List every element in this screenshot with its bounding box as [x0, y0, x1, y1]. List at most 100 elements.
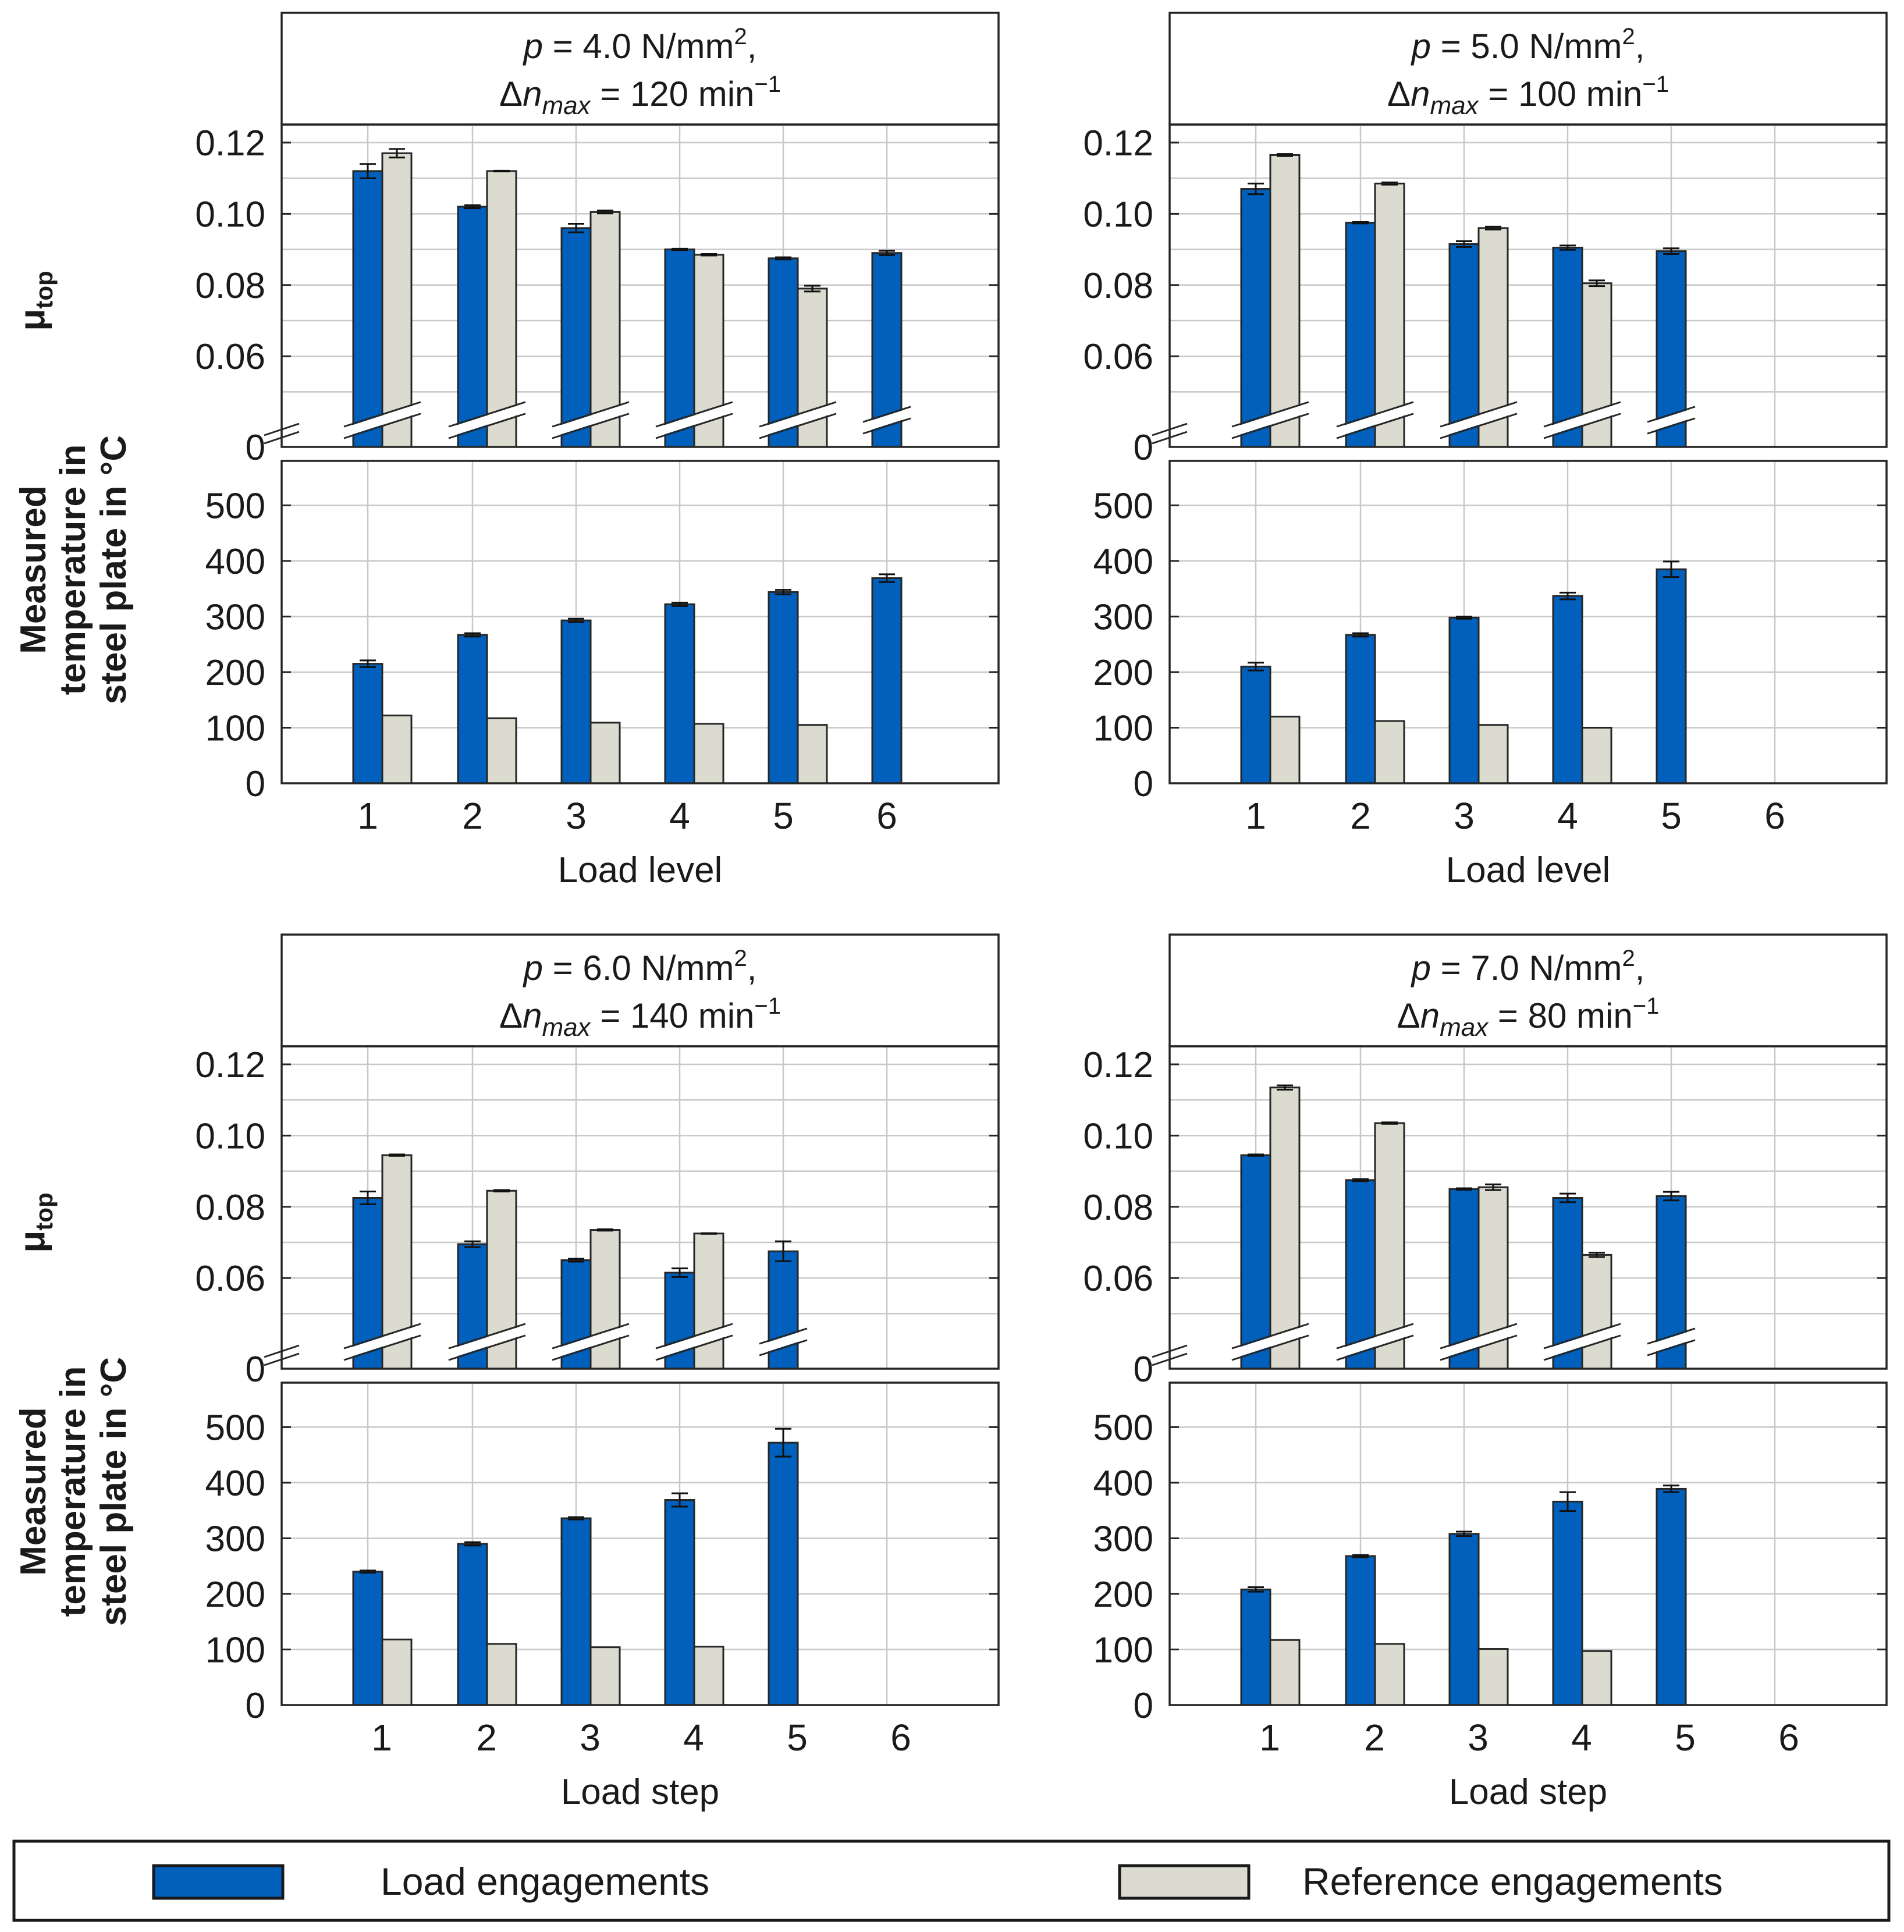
mu-bar-reference [1581, 1253, 1612, 1370]
title-p-value: = 5.0 N/mm [1431, 27, 1622, 66]
title-dn-exponent: −1 [1633, 993, 1660, 1019]
mu-tick-label: 0.10 [195, 1116, 265, 1156]
x-tick-label: 2 [462, 795, 483, 837]
mu-plot: 0 0.06 0.08 0.10 0.12 [1083, 1045, 1888, 1390]
title-p-value: = 6.0 N/mm [543, 949, 734, 988]
axis-break-line [655, 1323, 733, 1349]
title-dn-symbol: n [1411, 74, 1430, 113]
title-p-exponent: 2 [1622, 24, 1635, 49]
axis-break-line [759, 401, 837, 428]
axis-break-gap [1440, 1324, 1517, 1359]
mu-plot: 0 0.06 0.08 0.10 0.12 [195, 1045, 1000, 1390]
y-axis-label-temperature: temperature in [53, 445, 93, 695]
title-p-comma: , [1635, 27, 1645, 66]
temp-bar-load [1552, 1500, 1583, 1706]
panel-title-pressure: p = 7.0 N/mm2, [1411, 946, 1645, 988]
title-dn-exponent: −1 [754, 72, 781, 97]
y-axis-label-temperature: temperature in [53, 1366, 93, 1617]
title-p-comma: , [747, 949, 757, 988]
chart-panels: p = 4.0 N/mm2,Δnmax = 120 min−100.060.08… [12, 12, 1888, 1812]
legend-swatch-reference [1118, 1864, 1251, 1900]
x-tick-label: 2 [1364, 1717, 1385, 1759]
axis-break-gap [552, 403, 629, 438]
temp-tick-label: 200 [205, 1575, 265, 1615]
y-label-mu-symbol: μ [12, 1231, 52, 1253]
mu-tick-label: 0.08 [1083, 1188, 1153, 1228]
temp-bar-reference [797, 724, 828, 784]
axis-break-line [655, 1334, 733, 1361]
y-axis-label-mu: μtop [12, 271, 58, 331]
mu-tick-label: 0.08 [195, 1188, 265, 1228]
y-label-mu-symbol: μ [12, 309, 52, 331]
axis-break-line [448, 401, 526, 428]
x-tick-label: 5 [1661, 795, 1682, 837]
mu-tick-label: 0.06 [1083, 337, 1153, 377]
axis-break-line [1336, 401, 1414, 428]
mu-tick-label: 0.06 [1083, 1259, 1153, 1299]
temp-bar-load [768, 591, 799, 784]
title-dn-delta: Δ [1397, 996, 1420, 1035]
axis-break-line [552, 401, 630, 428]
x-tick-label: 6 [1764, 795, 1785, 837]
mu-tick-label: 0 [1134, 428, 1153, 468]
mu-plot-frame [280, 1045, 1000, 1370]
temp-tick-label: 100 [205, 708, 265, 748]
axis-break-line [1231, 413, 1309, 439]
axis-break-line [448, 1334, 526, 1361]
temp-plot-frame [280, 460, 1000, 784]
axis-break-line [552, 1334, 630, 1361]
temp-bar-reference [1581, 726, 1612, 784]
y-axis-label-temperature: steel plate in °C [94, 435, 134, 704]
title-dn-symbol: n [523, 996, 542, 1035]
temp-tick-label: 100 [1093, 708, 1153, 748]
y-axis-label-mu: μtop [12, 1192, 58, 1252]
x-tick-label: 3 [580, 1717, 601, 1759]
axis-break-gap [759, 403, 836, 438]
panel-title-speed: Δnmax = 120 min−1 [499, 72, 781, 120]
temp-tick-label: 200 [205, 653, 265, 693]
temp-bar-load [1240, 1588, 1271, 1706]
title-dn-value: = 140 min [591, 996, 755, 1035]
title-dn-value: = 120 min [591, 74, 755, 113]
axis-break-line [1543, 1323, 1621, 1349]
temp-tick-label: 400 [205, 1464, 265, 1504]
mu-tick-label: 0.06 [195, 1259, 265, 1299]
temp-bar-load [352, 663, 383, 784]
axis-break-line [1440, 401, 1518, 428]
axis-break-gap [863, 407, 911, 433]
temp-tick-label: 0 [246, 764, 265, 804]
x-axis-label: Load level [1446, 850, 1611, 890]
panel-title-pressure: p = 4.0 N/mm2, [523, 24, 757, 66]
x-tick-label: 4 [669, 795, 690, 837]
mu-bar-reference [1269, 1086, 1301, 1370]
mu-tick-label: 0.08 [195, 266, 265, 306]
temp-tick-label: 0 [1134, 764, 1153, 804]
temp-tick-label: 200 [1093, 1575, 1153, 1615]
x-tick-label: 6 [890, 1717, 911, 1759]
axis-break-line [862, 406, 911, 423]
title-p-comma: , [1635, 949, 1645, 988]
title-dn-subscript: max [1430, 91, 1479, 120]
temp-plot-frame [280, 1381, 1000, 1706]
title-dn-delta: Δ [499, 996, 523, 1035]
temp-bar-reference [381, 714, 413, 784]
panel-title-speed: Δnmax = 100 min−1 [1387, 72, 1669, 120]
temp-plot: 0 100 200 300 400 500 1 2 3 4 5 6 [205, 1381, 1000, 1759]
axis-break-line [1440, 1323, 1518, 1349]
axis-break-line [655, 401, 733, 428]
axis-break-gap [1440, 403, 1517, 438]
temp-tick-label: 100 [205, 1630, 265, 1670]
chart-panel-3: p = 6.0 N/mm2,Δnmax = 140 min−100.060.08… [12, 933, 1000, 1812]
mu-bar-reference [1269, 154, 1301, 448]
title-dn-symbol: n [1420, 996, 1440, 1035]
axis-break-line [862, 417, 911, 435]
x-axis-label: Load step [1449, 1772, 1607, 1812]
axis-break-gap [1232, 403, 1309, 438]
temp-tick-label: 400 [205, 542, 265, 582]
panel-title-speed: Δnmax = 140 min−1 [499, 993, 781, 1042]
x-tick-label: 3 [1454, 795, 1475, 837]
mu-tick-label: 0 [246, 1349, 265, 1390]
temp-plot: 0 100 200 300 400 500 1 2 3 4 5 6 [1093, 460, 1888, 837]
title-p-symbol: p [523, 27, 543, 66]
